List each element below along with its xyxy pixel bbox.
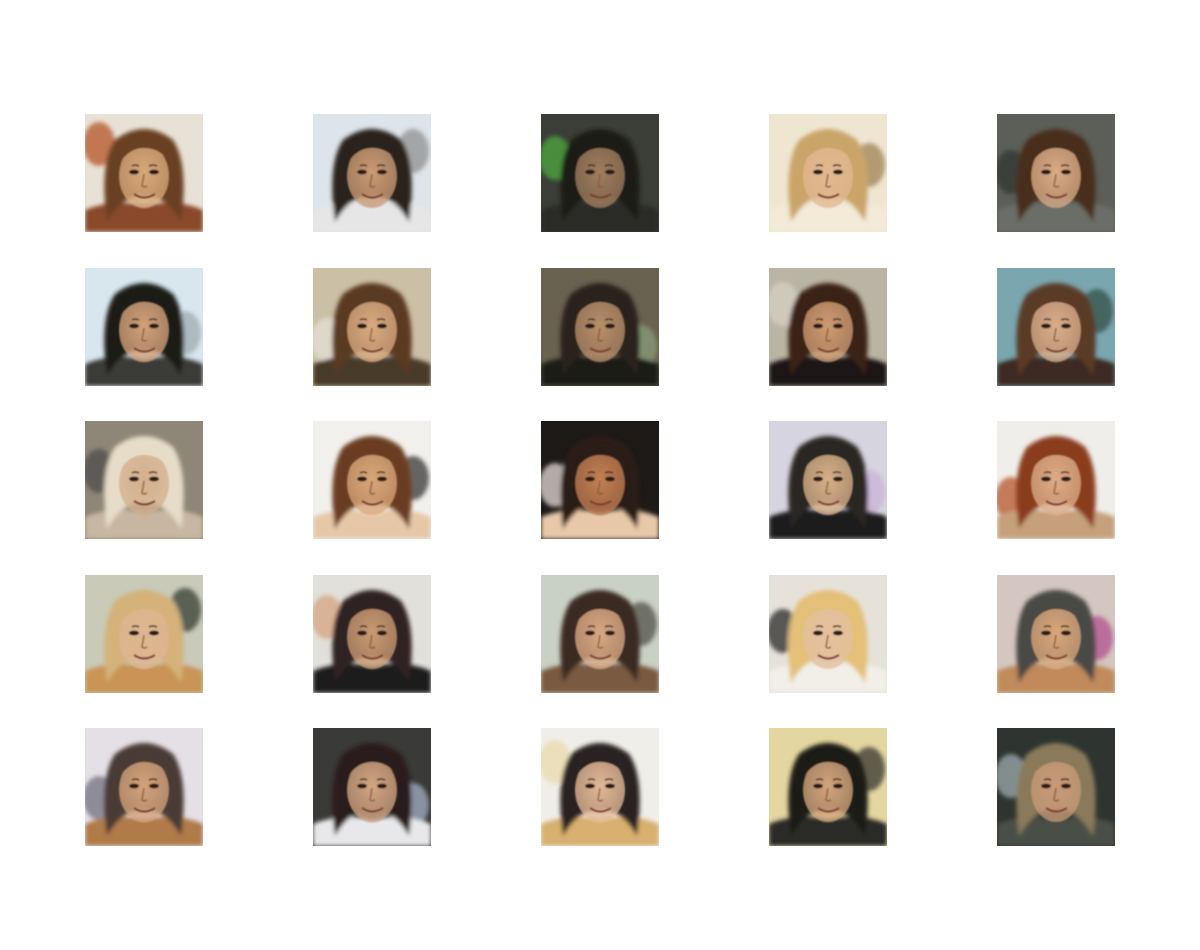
face-sample-image (85, 575, 203, 693)
sample-tile-r3-c2 (313, 421, 431, 539)
face-sample-image (541, 421, 659, 539)
sample-tile-r4-c1 (85, 575, 203, 693)
face-sample-image (541, 728, 659, 846)
face-sample-image (541, 114, 659, 232)
face-sample-image (85, 268, 203, 386)
sample-tile-r2-c3 (541, 268, 659, 386)
sample-tile-r2-c1 (85, 268, 203, 386)
face-sample-image (313, 268, 431, 386)
sample-tile-r4-c4 (769, 575, 887, 693)
sample-tile-r5-c3 (541, 728, 659, 846)
sample-tile-r4-c5 (997, 575, 1115, 693)
face-sample-image (769, 268, 887, 386)
face-sample-image (769, 421, 887, 539)
sample-tile-r3-c4 (769, 421, 887, 539)
face-sample-image (85, 421, 203, 539)
sample-tile-r4-c2 (313, 575, 431, 693)
sample-tile-r1-c1 (85, 114, 203, 232)
face-sample-image (313, 728, 431, 846)
sample-tile-r5-c2 (313, 728, 431, 846)
sample-tile-r1-c5 (997, 114, 1115, 232)
sample-tile-r4-c3 (541, 575, 659, 693)
sample-tile-r1-c2 (313, 114, 431, 232)
sample-tile-r3-c3 (541, 421, 659, 539)
sample-tile-r5-c4 (769, 728, 887, 846)
sample-tile-r5-c1 (85, 728, 203, 846)
face-sample-image (997, 268, 1115, 386)
sample-tile-r1-c3 (541, 114, 659, 232)
face-sample-image (997, 575, 1115, 693)
face-sample-image (997, 728, 1115, 846)
sample-tile-r2-c5 (997, 268, 1115, 386)
face-sample-image (997, 421, 1115, 539)
face-sample-image (541, 268, 659, 386)
face-sample-image (541, 575, 659, 693)
face-sample-image (997, 114, 1115, 232)
face-sample-image (85, 728, 203, 846)
face-sample-image (769, 728, 887, 846)
sample-tile-r2-c2 (313, 268, 431, 386)
sample-tile-r5-c5 (997, 728, 1115, 846)
face-sample-image (313, 575, 431, 693)
face-sample-image (85, 114, 203, 232)
sample-tile-r3-c1 (85, 421, 203, 539)
face-sample-image (769, 114, 887, 232)
sample-tile-r1-c4 (769, 114, 887, 232)
face-sample-image (313, 114, 431, 232)
face-sample-image (313, 421, 431, 539)
face-sample-image (769, 575, 887, 693)
sample-tile-r3-c5 (997, 421, 1115, 539)
sample-tile-r2-c4 (769, 268, 887, 386)
